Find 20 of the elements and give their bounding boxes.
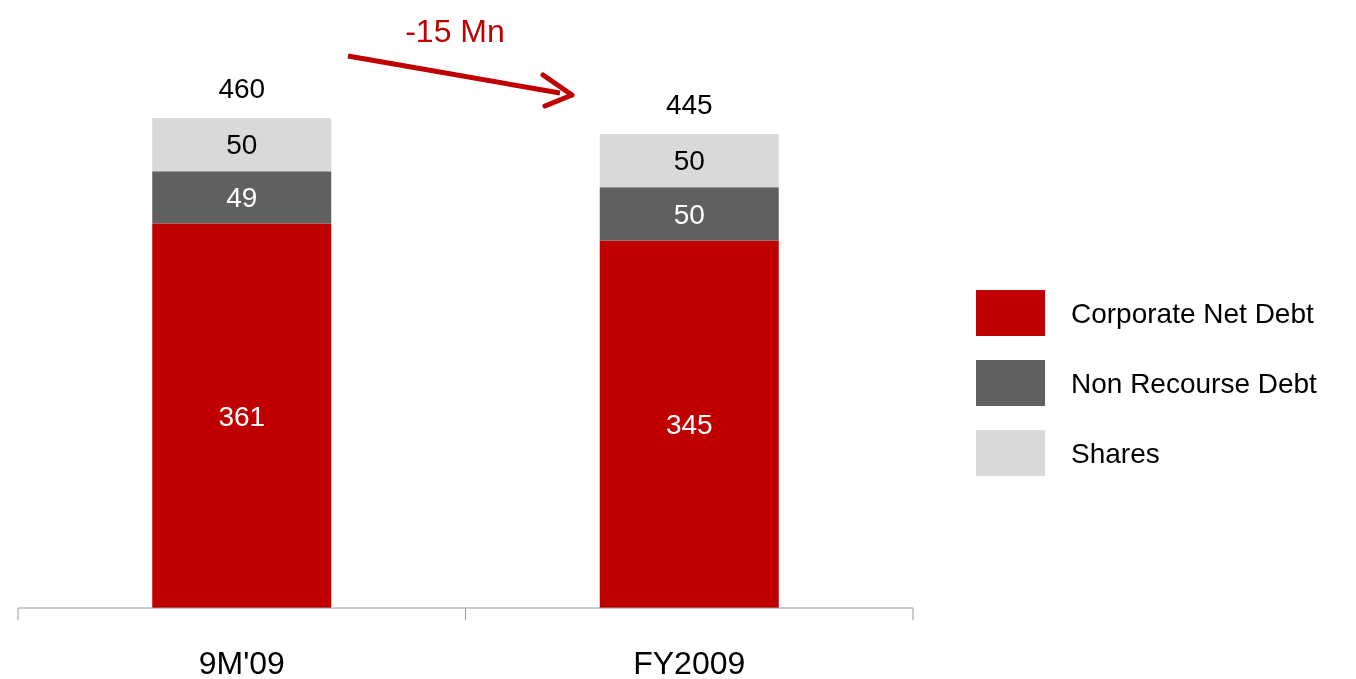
bar <box>152 223 332 608</box>
bar <box>599 240 779 608</box>
legend-label: Shares <box>1071 437 1160 469</box>
data-label: 50 <box>673 198 705 230</box>
text: -15 Mn <box>405 13 505 49</box>
data-label: 345 <box>665 409 713 441</box>
bar <box>599 187 779 241</box>
data-label: 361 <box>218 400 266 432</box>
x-tick-label: 9M'09 <box>198 645 285 679</box>
legend-label: Corporate Net Debt <box>1071 297 1315 329</box>
total-label: 445 <box>665 88 713 120</box>
data-label: 50 <box>226 129 258 161</box>
x-tick-label: FY2009 <box>633 645 746 679</box>
bar <box>152 118 332 172</box>
bar <box>152 171 332 224</box>
legend-label: Non Recourse Debt <box>1071 367 1318 399</box>
data-label: 49 <box>226 182 258 214</box>
bar <box>599 133 779 188</box>
total-label: 460 <box>218 73 266 104</box>
data-label: 50 <box>673 145 705 177</box>
